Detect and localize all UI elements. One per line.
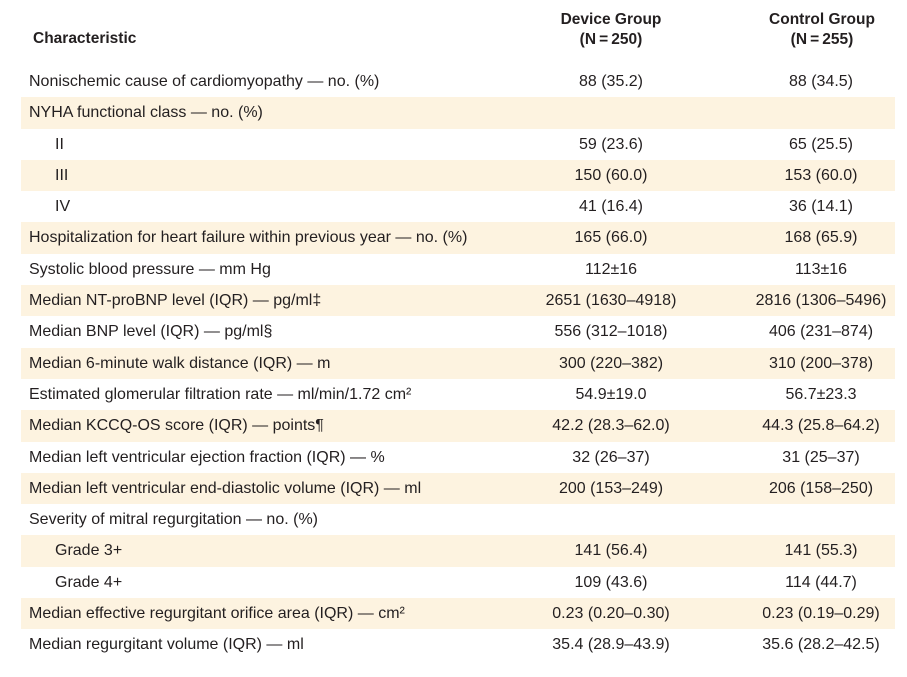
row-control-value: 36 (14.1) bbox=[788, 198, 854, 216]
row-device-value: 165 (66.0) bbox=[574, 229, 648, 247]
row-label: Median regurgitant volume (IQR) — ml bbox=[29, 636, 304, 654]
row-device-value: 150 (60.0) bbox=[574, 166, 648, 184]
table-row: Grade 3+ 141 (56.4) 141 (55.3) bbox=[21, 535, 895, 567]
table-row: II 59 (23.6) 65 (25.5) bbox=[21, 129, 895, 160]
row-label: Median BNP level (IQR) — pg/ml§ bbox=[29, 323, 273, 341]
row-control-value: 114 (44.7) bbox=[785, 573, 857, 591]
row-label: Grade 3+ bbox=[55, 542, 123, 560]
row-control-value: 2816 (1306–5496) bbox=[755, 292, 887, 310]
table-row: Median effective regurgitant orifice are… bbox=[21, 598, 895, 630]
row-control-value: 310 (200–378) bbox=[768, 354, 874, 372]
row-label: Median effective regurgitant orifice are… bbox=[29, 605, 405, 623]
row-label: Nonischemic cause of cardiomyopathy — no… bbox=[29, 73, 380, 90]
row-control-value: 56.7±23.3 bbox=[785, 385, 857, 403]
table-body: Nonischemic cause of cardiomyopathy — no… bbox=[21, 66, 895, 661]
row-control-value: 153 (60.0) bbox=[784, 166, 858, 184]
row-label: Hospitalization for heart failure within… bbox=[29, 229, 468, 247]
header-control-group-n: (N = 255) bbox=[790, 31, 854, 48]
header-control-group: Control Group (N = 255) bbox=[722, 10, 907, 50]
table-row: Median NT-proBNP level (IQR) — pg/ml‡ 26… bbox=[21, 285, 895, 317]
row-label: II bbox=[55, 135, 64, 153]
row-device-value: 200 (153–249) bbox=[558, 479, 664, 497]
row-control-value: 406 (231–874) bbox=[768, 323, 874, 341]
table-row: Median left ventricular ejection fractio… bbox=[21, 442, 895, 473]
row-label: Grade 4+ bbox=[55, 573, 123, 591]
row-control-value: 65 (25.5) bbox=[788, 135, 854, 153]
row-control-value: 44.3 (25.8–64.2) bbox=[762, 417, 880, 435]
header-device-group-n: (N = 250) bbox=[579, 31, 643, 48]
row-label: Median NT-proBNP level (IQR) — pg/ml‡ bbox=[29, 292, 322, 310]
row-label: IV bbox=[55, 198, 71, 216]
row-label: Median KCCQ-OS score (IQR) — points¶ bbox=[29, 417, 324, 435]
table-row: Median regurgitant volume (IQR) — ml 35.… bbox=[21, 629, 895, 660]
row-device-value: 109 (43.6) bbox=[574, 573, 648, 591]
row-label: Median left ventricular ejection fractio… bbox=[29, 448, 385, 466]
row-control-value: 35.6 (28.2–42.5) bbox=[762, 636, 880, 654]
row-device-value: 32 (26–37) bbox=[572, 448, 650, 466]
row-device-value: 35.4 (28.9–43.9) bbox=[552, 636, 670, 654]
row-label: Estimated glomerular filtration rate — m… bbox=[29, 385, 412, 403]
table-row: Median KCCQ-OS score (IQR) — points¶ 42.… bbox=[21, 410, 895, 442]
row-device-value: 300 (220–382) bbox=[558, 354, 664, 372]
row-device-value: 2651 (1630–4918) bbox=[545, 292, 677, 310]
table-row: Grade 4+ 109 (43.6) 114 (44.7) bbox=[21, 567, 895, 598]
row-device-value: 54.9±19.0 bbox=[575, 385, 647, 403]
row-device-value: 41 (16.4) bbox=[578, 198, 644, 216]
row-device-value: 42.2 (28.3–62.0) bbox=[552, 417, 670, 435]
row-label: Median 6-minute walk distance (IQR) — m bbox=[29, 354, 331, 372]
table-row: Systolic blood pressure — mm Hg 112±16 1… bbox=[21, 254, 895, 285]
row-label: NYHA functional class — no. (%) bbox=[29, 104, 263, 122]
table-row: Hospitalization for heart failure within… bbox=[21, 222, 895, 254]
row-label: Median left ventricular end-diastolic vo… bbox=[29, 479, 422, 497]
row-label: Severity of mitral regurgitation — no. (… bbox=[29, 511, 318, 529]
table-row: Median BNP level (IQR) — pg/ml§ 556 (312… bbox=[21, 316, 895, 347]
table-row: Median left ventricular end-diastolic vo… bbox=[21, 472, 895, 505]
row-control-value: 113±16 bbox=[794, 260, 848, 278]
row-device-value: 88 (35.2) bbox=[578, 73, 644, 90]
row-control-value: 141 (55.3) bbox=[784, 542, 858, 560]
row-control-value: 88 (34.5) bbox=[788, 73, 854, 90]
header-device-group-label: Device Group bbox=[560, 11, 662, 28]
table-row: III 150 (60.0) 153 (60.0) bbox=[21, 159, 895, 192]
row-control-value: 31 (25–37) bbox=[782, 448, 860, 466]
row-label: III bbox=[55, 166, 69, 184]
row-control-value: 0.23 (0.19–0.29) bbox=[762, 605, 880, 623]
row-device-value: 59 (23.6) bbox=[578, 135, 644, 153]
row-device-value: 556 (312–1018) bbox=[554, 323, 668, 341]
row-control-value: 206 (158–250) bbox=[768, 479, 874, 497]
table-row: Median 6-minute walk distance (IQR) — m … bbox=[21, 347, 895, 379]
row-control-value: 168 (65.9) bbox=[784, 229, 858, 247]
header-device-group: Device Group (N = 250) bbox=[511, 10, 711, 50]
header-characteristic: Characteristic bbox=[33, 30, 137, 47]
header-control-group-label: Control Group bbox=[769, 11, 875, 28]
row-label: Systolic blood pressure — mm Hg bbox=[29, 260, 271, 278]
table-row: IV 41 (16.4) 36 (14.1) bbox=[21, 191, 895, 222]
row-device-value: 141 (56.4) bbox=[574, 542, 648, 560]
table-header: Characteristic Device Group (N = 250) Co… bbox=[0, 0, 907, 66]
table-row: Severity of mitral regurgitation — no. (… bbox=[21, 504, 895, 535]
table-row: Estimated glomerular filtration rate — m… bbox=[21, 379, 895, 410]
row-device-value: 112±16 bbox=[584, 260, 638, 278]
row-device-value: 0.23 (0.20–0.30) bbox=[552, 605, 670, 623]
table-row: NYHA functional class — no. (%) bbox=[21, 97, 895, 129]
table-row: Nonischemic cause of cardiomyopathy — no… bbox=[21, 66, 895, 97]
